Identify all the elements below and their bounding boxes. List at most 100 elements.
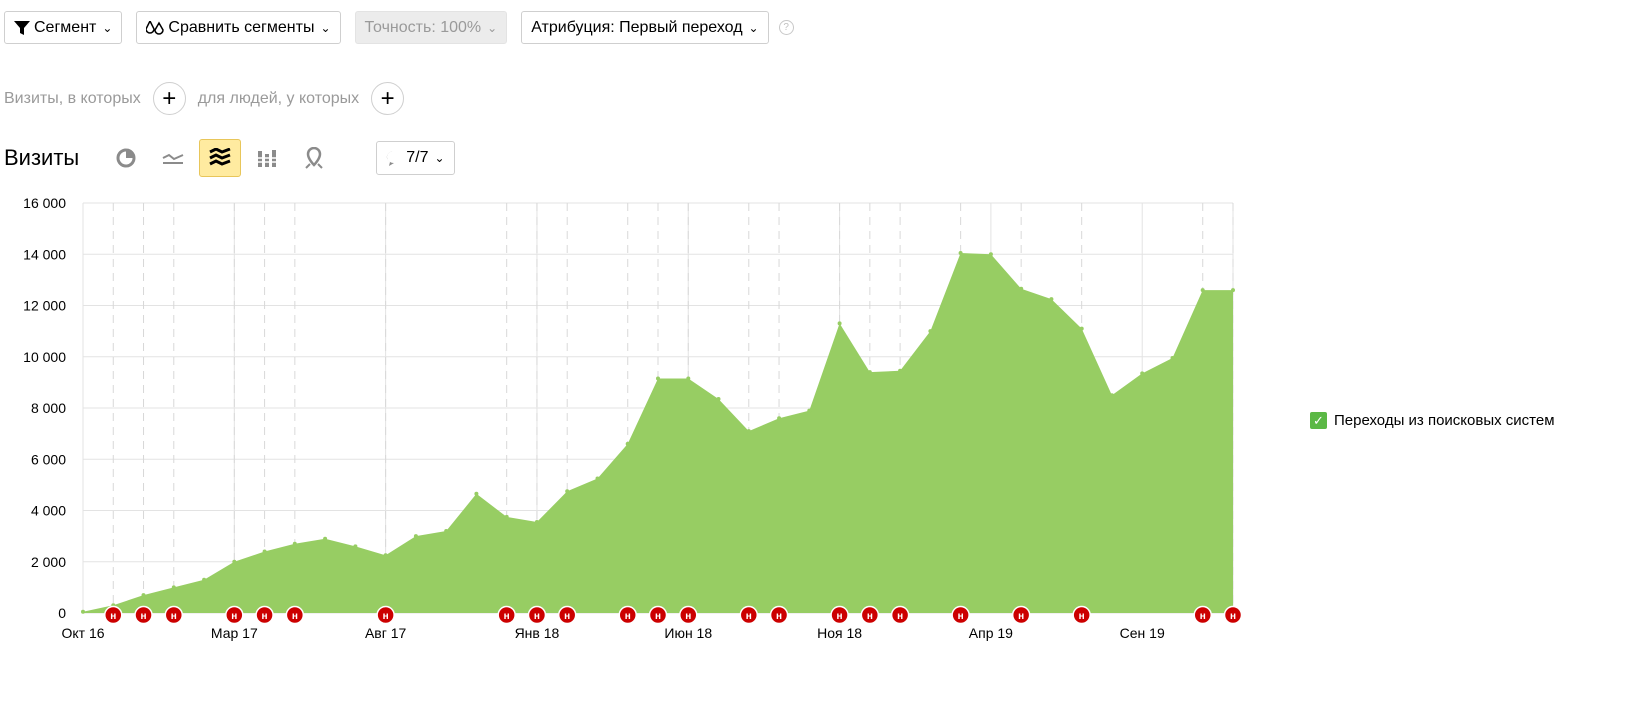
note-marker-label: н xyxy=(625,611,631,622)
compare-segments-label: Сравнить сегменты xyxy=(168,19,314,37)
add-people-filter-button[interactable]: + xyxy=(371,82,404,115)
data-point xyxy=(1080,327,1084,331)
x-tick-label: Июн 18 xyxy=(664,625,712,641)
data-point xyxy=(838,321,842,325)
note-marker-label: н xyxy=(564,611,570,622)
y-tick-label: 6 000 xyxy=(31,451,66,467)
y-tick-label: 2 000 xyxy=(31,554,66,570)
data-point xyxy=(353,544,357,548)
note-marker-label: н xyxy=(231,611,237,622)
data-point xyxy=(505,515,509,519)
data-point xyxy=(1019,287,1023,291)
data-point xyxy=(989,252,993,256)
y-tick-label: 8 000 xyxy=(31,400,66,416)
area-chart-view-button[interactable] xyxy=(199,139,241,177)
precision-button[interactable]: Точность: 100% ⌄ xyxy=(355,11,508,44)
segment-button[interactable]: Сегмент ⌄ xyxy=(4,11,122,44)
people-filter-label: для людей, у которых xyxy=(198,90,359,108)
report-header: Визиты 7/7 ⌄ xyxy=(4,139,455,177)
note-marker-label: н xyxy=(504,611,510,622)
attribution-button[interactable]: Атрибуция: Первый переход ⌄ xyxy=(521,11,768,44)
note-marker-label: н xyxy=(110,611,116,622)
note-marker-label: н xyxy=(746,611,752,622)
x-tick-label: Янв 18 xyxy=(515,625,560,641)
map-view-button[interactable] xyxy=(293,139,335,177)
plus-icon: + xyxy=(381,85,395,113)
precision-label: Точность: 100% xyxy=(365,19,482,37)
note-marker-label: н xyxy=(171,611,177,622)
data-point xyxy=(263,550,267,554)
chevron-down-icon: ⌄ xyxy=(749,21,759,35)
chevron-down-icon: ⌄ xyxy=(434,151,444,165)
data-point xyxy=(596,477,600,481)
data-point xyxy=(1171,356,1175,360)
chevron-down-icon: ⌄ xyxy=(102,21,112,35)
data-point xyxy=(626,442,630,446)
filter-row: Визиты, в которых + для людей, у которых… xyxy=(4,82,404,115)
note-marker-label: н xyxy=(655,611,661,622)
x-tick-label: Окт 16 xyxy=(61,625,104,641)
data-point xyxy=(1201,288,1205,292)
note-marker-label: н xyxy=(1230,611,1236,622)
stacked-bar-icon xyxy=(257,149,277,167)
note-marker-label: н xyxy=(141,611,147,622)
x-tick-label: Мар 17 xyxy=(211,625,258,641)
data-point xyxy=(868,370,872,374)
x-tick-label: Авг 17 xyxy=(365,625,407,641)
y-tick-label: 12 000 xyxy=(23,298,66,314)
data-point xyxy=(928,329,932,333)
y-tick-label: 14 000 xyxy=(23,246,66,262)
data-point xyxy=(686,377,690,381)
line-chart-icon xyxy=(162,151,184,165)
check-icon: ✓ xyxy=(1313,413,1324,429)
y-tick-label: 10 000 xyxy=(23,349,66,365)
y-tick-label: 16 000 xyxy=(23,195,66,211)
y-tick-label: 4 000 xyxy=(31,503,66,519)
data-point xyxy=(959,251,963,255)
legend-checkbox[interactable]: ✓ xyxy=(1310,412,1327,429)
note-marker-label: н xyxy=(292,611,298,622)
series-count-button[interactable]: 7/7 ⌄ xyxy=(376,141,454,175)
plus-icon: + xyxy=(162,85,176,113)
data-point xyxy=(1231,288,1235,292)
drops-icon xyxy=(146,21,164,35)
data-point xyxy=(474,492,478,496)
data-point xyxy=(142,593,146,597)
stacked-area-icon xyxy=(209,148,231,168)
attribution-label: Атрибуция: Первый переход xyxy=(531,19,742,37)
bar-chart-view-button[interactable] xyxy=(246,139,288,177)
data-point xyxy=(1049,297,1053,301)
x-tick-label: Ноя 18 xyxy=(817,625,862,641)
add-visit-filter-button[interactable]: + xyxy=(153,82,186,115)
data-point xyxy=(172,585,176,589)
note-marker-label: н xyxy=(867,611,873,622)
pie-chart-view-button[interactable] xyxy=(105,139,147,177)
chart-legend: ✓ Переходы из поисковых систем xyxy=(1310,412,1555,429)
compare-segments-button[interactable]: Сравнить сегменты ⌄ xyxy=(136,11,340,44)
data-point xyxy=(323,537,327,541)
segment-label: Сегмент xyxy=(34,19,96,37)
data-point xyxy=(384,553,388,557)
data-point xyxy=(747,429,751,433)
help-icon[interactable]: ? xyxy=(779,20,794,35)
note-marker-label: н xyxy=(685,611,691,622)
note-marker-label: н xyxy=(837,611,843,622)
data-point xyxy=(898,369,902,373)
note-marker-label: н xyxy=(1018,611,1024,622)
data-point xyxy=(535,520,539,524)
legend-label: Переходы из поисковых систем xyxy=(1334,412,1555,429)
note-marker-label: н xyxy=(1200,611,1206,622)
note-marker-label: н xyxy=(383,611,389,622)
line-chart-view-button[interactable] xyxy=(152,139,194,177)
y-tick-label: 0 xyxy=(58,605,66,621)
filter-icon xyxy=(14,21,30,35)
pie-chart-icon xyxy=(116,148,136,168)
data-point xyxy=(444,529,448,533)
data-point xyxy=(807,409,811,413)
note-marker-label: н xyxy=(958,611,964,622)
data-point xyxy=(1110,393,1114,397)
page-title: Визиты xyxy=(4,145,79,171)
visits-filter-label: Визиты, в которых xyxy=(4,90,141,108)
chevron-down-icon: ⌄ xyxy=(487,21,497,35)
toolbar: Сегмент ⌄ Сравнить сегменты ⌄ Точность: … xyxy=(4,11,794,44)
